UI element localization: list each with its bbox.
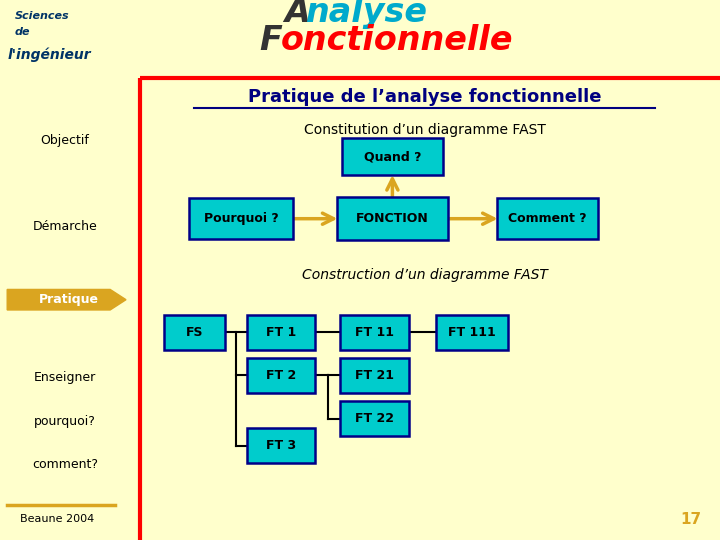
FancyBboxPatch shape [497,199,598,239]
Text: FT 3: FT 3 [266,439,296,452]
FancyBboxPatch shape [436,314,508,350]
Text: FT 21: FT 21 [355,369,394,382]
Text: 17: 17 [680,512,702,527]
FancyBboxPatch shape [246,314,315,350]
Text: Comment ?: Comment ? [508,212,587,225]
Text: Quand ?: Quand ? [364,150,421,163]
Text: Pratique de l’analyse fonctionnelle: Pratique de l’analyse fonctionnelle [248,88,601,106]
Text: FT 22: FT 22 [355,412,394,425]
Text: Constitution d’un diagramme FAST: Constitution d’un diagramme FAST [304,123,546,137]
Text: FONCTION: FONCTION [356,212,429,225]
Text: onctionnelle: onctionnelle [281,24,513,57]
Text: FT 1: FT 1 [266,326,296,339]
Text: FT 111: FT 111 [448,326,495,339]
Text: l'ingénieur: l'ingénieur [7,48,91,63]
Text: F: F [259,24,282,57]
Text: FT 2: FT 2 [266,369,296,382]
FancyBboxPatch shape [341,401,409,436]
FancyBboxPatch shape [246,428,315,463]
FancyBboxPatch shape [341,314,409,350]
Text: Démarche: Démarche [32,220,97,233]
FancyBboxPatch shape [164,314,225,350]
Text: comment?: comment? [32,458,98,471]
Text: nalyse: nalyse [306,0,428,29]
FancyBboxPatch shape [341,358,409,393]
Text: de: de [14,27,30,37]
Text: pourquoi?: pourquoi? [34,415,96,428]
Text: Objectif: Objectif [40,134,89,147]
Text: Pourquoi ?: Pourquoi ? [204,212,279,225]
FancyBboxPatch shape [246,358,315,393]
Text: Beaune 2004: Beaune 2004 [20,515,95,524]
FancyBboxPatch shape [342,138,443,175]
Text: FT 11: FT 11 [355,326,394,339]
Text: Sciences: Sciences [14,11,69,21]
FancyArrow shape [7,289,126,310]
Text: Pratique: Pratique [38,293,99,306]
FancyBboxPatch shape [189,199,294,239]
Text: Enseigner: Enseigner [34,372,96,384]
Text: FS: FS [186,326,203,339]
Text: Construction d’un diagramme FAST: Construction d’un diagramme FAST [302,268,548,282]
FancyBboxPatch shape [337,197,448,240]
Text: A: A [284,0,310,29]
